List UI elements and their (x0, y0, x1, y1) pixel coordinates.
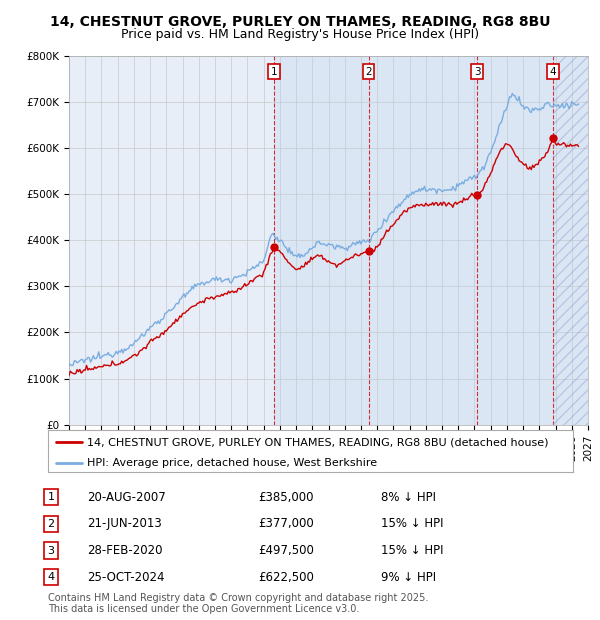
Text: 4: 4 (550, 67, 556, 77)
Text: 14, CHESTNUT GROVE, PURLEY ON THAMES, READING, RG8 8BU (detached house): 14, CHESTNUT GROVE, PURLEY ON THAMES, RE… (88, 437, 549, 447)
Text: £377,000: £377,000 (258, 518, 314, 530)
Text: Contains HM Land Registry data © Crown copyright and database right 2025.: Contains HM Land Registry data © Crown c… (48, 593, 428, 603)
Text: Price paid vs. HM Land Registry's House Price Index (HPI): Price paid vs. HM Land Registry's House … (121, 28, 479, 41)
Text: 8% ↓ HPI: 8% ↓ HPI (381, 491, 436, 503)
Text: 9% ↓ HPI: 9% ↓ HPI (381, 571, 436, 583)
Text: 21-JUN-2013: 21-JUN-2013 (87, 518, 162, 530)
Text: This data is licensed under the Open Government Licence v3.0.: This data is licensed under the Open Gov… (48, 604, 359, 614)
Text: £622,500: £622,500 (258, 571, 314, 583)
Text: 15% ↓ HPI: 15% ↓ HPI (381, 544, 443, 557)
Text: HPI: Average price, detached house, West Berkshire: HPI: Average price, detached house, West… (88, 458, 377, 468)
Text: 1: 1 (47, 492, 55, 502)
Text: 20-AUG-2007: 20-AUG-2007 (87, 491, 166, 503)
Text: £385,000: £385,000 (258, 491, 314, 503)
Text: 2: 2 (47, 519, 55, 529)
Text: 1: 1 (271, 67, 277, 77)
Text: 14, CHESTNUT GROVE, PURLEY ON THAMES, READING, RG8 8BU: 14, CHESTNUT GROVE, PURLEY ON THAMES, RE… (50, 16, 550, 30)
Text: 4: 4 (47, 572, 55, 582)
Text: 25-OCT-2024: 25-OCT-2024 (87, 571, 164, 583)
Bar (553, 56, 588, 425)
Text: 28-FEB-2020: 28-FEB-2020 (87, 544, 163, 557)
Text: 2: 2 (365, 67, 372, 77)
Bar (274, 56, 588, 425)
Bar (553, 56, 588, 425)
Text: £497,500: £497,500 (258, 544, 314, 557)
Text: 3: 3 (47, 546, 55, 556)
Text: 15% ↓ HPI: 15% ↓ HPI (381, 518, 443, 530)
Text: 3: 3 (474, 67, 481, 77)
